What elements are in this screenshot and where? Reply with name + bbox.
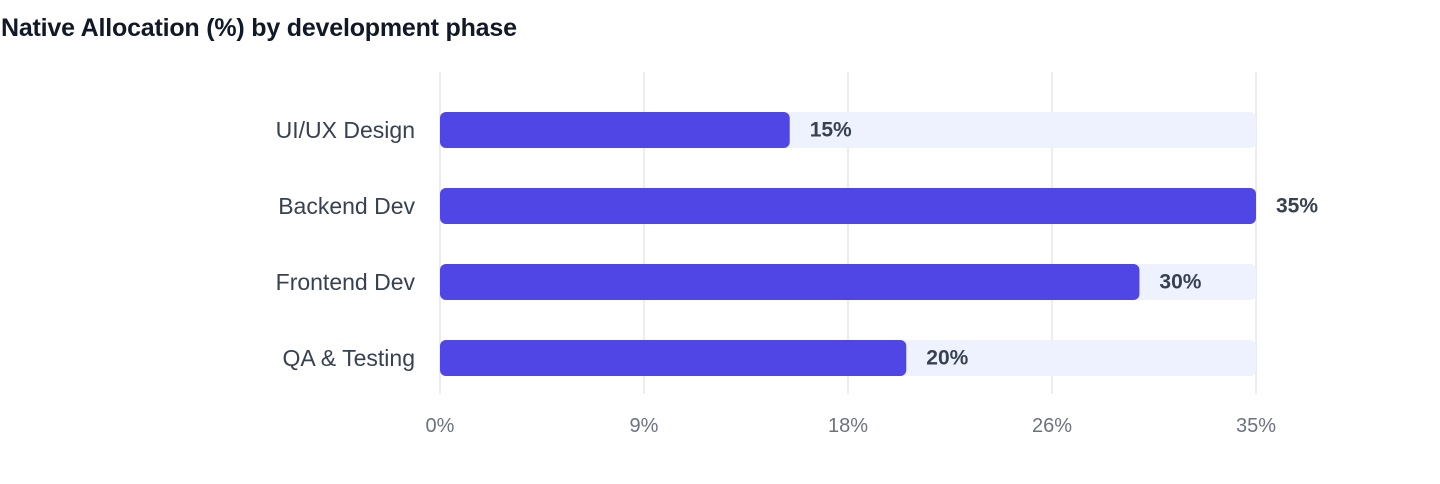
x-tick-label: 35% bbox=[1236, 415, 1276, 437]
bar bbox=[440, 340, 907, 376]
x-tick-label: 26% bbox=[1032, 415, 1072, 437]
value-label: 35% bbox=[1276, 195, 1318, 218]
x-tick-label: 9% bbox=[630, 415, 659, 437]
bar bbox=[440, 264, 1140, 300]
bar bbox=[440, 188, 1256, 224]
category-label: Frontend Dev bbox=[276, 269, 416, 295]
category-label: UI/UX Design bbox=[276, 117, 415, 143]
value-label: 20% bbox=[926, 347, 968, 370]
value-label: 30% bbox=[1159, 271, 1201, 294]
category-label: QA & Testing bbox=[282, 345, 415, 371]
chart-title: Native Allocation (%) by development pha… bbox=[1, 14, 517, 42]
x-tick-label: 0% bbox=[426, 415, 455, 437]
bar bbox=[440, 112, 790, 148]
value-label: 15% bbox=[810, 119, 852, 142]
x-tick-label: 18% bbox=[828, 415, 868, 437]
category-label: Backend Dev bbox=[278, 193, 415, 219]
